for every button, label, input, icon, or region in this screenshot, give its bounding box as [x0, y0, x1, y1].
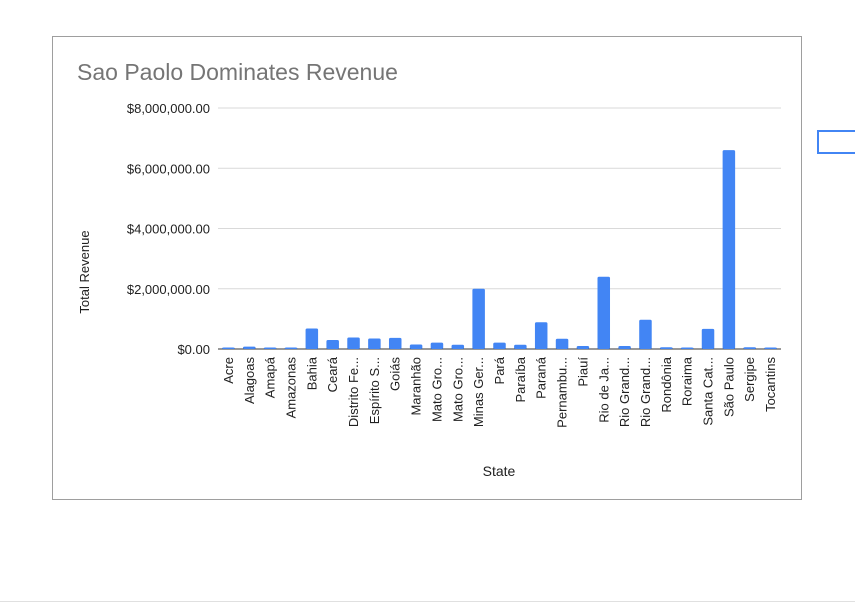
bar[interactable]: [243, 346, 256, 349]
x-tick-label: Mato Gro...: [450, 357, 465, 422]
x-tick-label: Amazonas: [283, 357, 298, 419]
y-tick-label: $2,000,000.00: [127, 282, 210, 297]
y-tick-label: $0.00: [177, 342, 210, 357]
bar[interactable]: [722, 150, 736, 349]
bar[interactable]: [347, 337, 360, 349]
x-tick-label: Pará: [492, 356, 507, 384]
x-tick-label: Rondônia: [659, 356, 674, 412]
x-tick-label: Minas Ger...: [471, 357, 486, 427]
bar[interactable]: [263, 347, 277, 350]
x-tick-label: Tocantins: [763, 357, 778, 412]
y-tick-label: $4,000,000.00: [127, 222, 210, 237]
x-tick-label: Maranhão: [409, 357, 424, 416]
bar[interactable]: [534, 322, 548, 349]
bar[interactable]: [514, 344, 527, 349]
bar[interactable]: [701, 328, 715, 349]
chart-container: Sao Paolo Dominates Revenue $0.00 $2,000,…: [52, 36, 802, 500]
x-tick-label: Roraima: [680, 356, 695, 406]
bar-chart: $0.00 $2,000,000.00 $4,000,000.00 $6,000,00…: [77, 101, 781, 479]
x-tick-label: Pernambu...: [555, 357, 570, 428]
x-tick-label: Paraíba: [513, 356, 528, 402]
bar[interactable]: [284, 347, 298, 350]
x-tick-label: Sergipe: [742, 357, 757, 402]
x-tick-label: Amapá: [263, 356, 278, 398]
bar[interactable]: [222, 347, 235, 350]
bar[interactable]: [472, 288, 485, 349]
x-tick-label: Mato Gro...: [429, 357, 444, 422]
divider: [0, 601, 855, 602]
y-axis-label: Total Revenue: [77, 230, 92, 313]
x-tick-label: Espírito S...: [367, 357, 382, 424]
x-tick-label: Piauí: [575, 357, 590, 387]
x-tick-label: Acre: [221, 357, 236, 384]
x-tick-label: Bahia: [304, 356, 319, 390]
x-tick-label: Santa Cat...: [701, 357, 716, 426]
bar[interactable]: [576, 345, 590, 349]
y-axis-tick-labels: $0.00 $2,000,000.00 $4,000,000.00 $6,000,00…: [127, 101, 210, 357]
x-tick-label: Paraná: [534, 356, 549, 399]
bar[interactable]: [430, 342, 444, 349]
bar[interactable]: [305, 328, 319, 349]
x-tick-label: Ceará: [325, 356, 340, 392]
x-axis-label: State: [483, 463, 516, 479]
x-tick-label: Rio Grand...: [638, 357, 653, 427]
x-tick-label: Alagoas: [242, 357, 257, 404]
bar[interactable]: [409, 344, 423, 349]
y-tick-label: $8,000,000.00: [127, 101, 210, 116]
x-tick-label: Distrito Fe...: [346, 357, 361, 427]
x-tick-label: Rio de Ja...: [596, 357, 611, 423]
bar[interactable]: [680, 347, 694, 350]
selection-box[interactable]: [817, 130, 855, 154]
bar[interactable]: [493, 342, 506, 349]
bar[interactable]: [639, 319, 652, 349]
x-axis-tick-labels: Acre Alagoas Amapá Amazonas Bahia Ceará Distri…: [221, 356, 778, 428]
bar[interactable]: [326, 339, 339, 349]
gridlines: [218, 107, 781, 350]
bar[interactable]: [388, 337, 402, 349]
bar[interactable]: [743, 347, 756, 349]
bar[interactable]: [555, 338, 569, 349]
x-tick-label: Rio Grand...: [617, 357, 632, 427]
bar[interactable]: [618, 345, 631, 349]
chart-title: Sao Paolo Dominates Revenue: [77, 59, 398, 85]
y-tick-label: $6,000,000.00: [127, 161, 210, 176]
bar[interactable]: [597, 276, 611, 349]
x-tick-label: Goiás: [388, 357, 403, 391]
bar[interactable]: [660, 347, 673, 349]
bar[interactable]: [764, 347, 777, 349]
bar[interactable]: [451, 344, 465, 349]
x-tick-label: São Paulo: [721, 357, 736, 417]
bar[interactable]: [368, 338, 381, 349]
bars: [222, 150, 777, 349]
